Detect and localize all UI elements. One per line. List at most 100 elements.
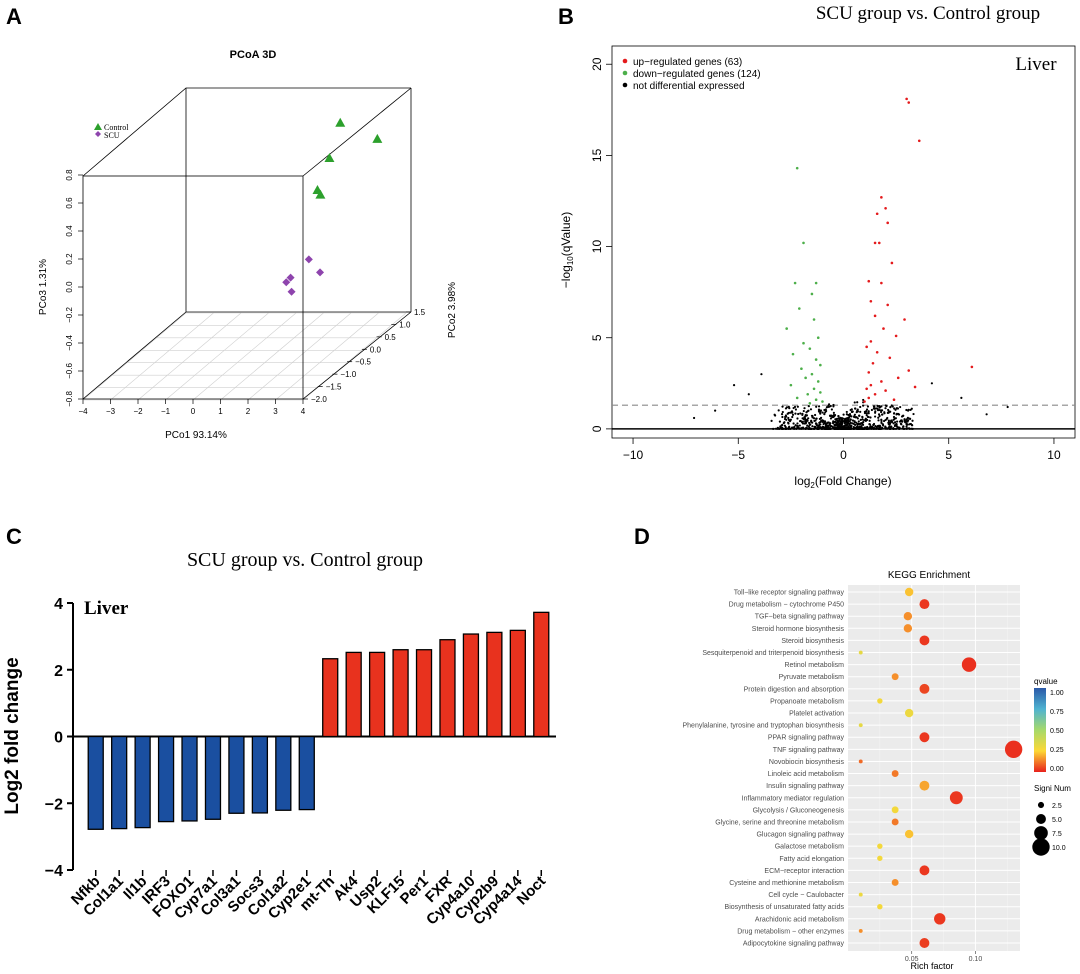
volcano-point-down [789,383,793,387]
kegg-pathway-label: Linoleic acid metabolism [768,771,844,778]
kegg-bubble [949,791,963,805]
volcano-point-nd [898,420,902,423]
volcano-point-nd [1006,405,1009,409]
volcano-point-nd [820,419,823,422]
kegg-bubble [904,587,914,597]
bar-FXR [439,639,456,738]
pcoa-point-scu [316,268,325,277]
kegg-pathway-label: Sesquiterpenoid and triterpenoid biosynt… [702,650,844,657]
volcano-point-nd [772,427,775,430]
pcoa-floor-line [247,312,352,401]
pcoa-z-tick-label: 0.0 [65,281,74,293]
kegg-pathway-label: TNF signaling pathway [773,747,845,754]
kegg-bubble [858,928,863,933]
volcano-point-nd [872,423,875,427]
bar-y-tick-label: 4 [54,596,63,613]
kegg-x-label: Rich factor [910,961,953,971]
volcano-point-up [869,299,873,303]
volcano-point-nd [822,425,825,429]
kegg-bubble [904,829,914,839]
volcano-point-nd [880,409,884,412]
volcano-point-nd [890,404,893,407]
volcano-point-nd [829,417,833,420]
volcano-point-nd [862,427,865,430]
volcano-point-nd [823,413,826,416]
volcano-point-nd [811,415,814,418]
volcano-point-nd [889,406,892,409]
volcano-point-nd [692,416,696,420]
bar-Usp2 [368,651,386,738]
volcano-point-nd [794,424,797,427]
volcano-point-nd [777,409,780,412]
volcano-point-nd [822,422,825,426]
kegg-plot-background [848,585,1020,951]
volcano-point-nd [868,419,871,422]
volcano-point-nd [862,398,865,402]
volcano-point-down [812,318,816,321]
volcano-point-nd [851,419,855,422]
volcano-point-nd [878,408,881,412]
kegg-pathway-label: Propanoate metabolism [770,698,844,705]
kegg-size-legend: 2.5 5.0 7.5 10.0 [1032,801,1066,856]
volcano-point-nd [802,409,805,413]
kegg-title: KEGG Enrichment [888,570,970,581]
volcano-point-nd [812,417,816,420]
kegg-color-tick-label: 0.75 [1050,709,1064,716]
pcoa-floor-line [82,312,187,401]
volcano-point-up [869,383,873,387]
kegg-bubble [858,892,863,897]
volcano-point-nd [844,420,847,423]
volcano-point-nd [796,422,799,425]
volcano-point-nd [840,427,843,430]
volcano-frame [611,45,1076,439]
volcano-point-nd [837,414,840,418]
kegg-bubble [891,770,899,778]
volcano-point-up [890,261,894,265]
volcano-point-nd [850,424,853,427]
volcano-point-nd [814,422,818,425]
panel-label-c: C [6,524,22,549]
bar-Col1a1 [111,735,128,830]
volcano-point-nd [874,410,877,413]
kegg-bubble [934,913,946,925]
volcano-point-nd [894,423,897,426]
volcano-point-nd [893,412,896,415]
kegg-bubble [919,635,930,646]
volcano-point-nd [868,423,872,426]
pcoa-floor-line [110,312,214,401]
volcano-point-nd [809,423,812,426]
volcano-point-nd [804,422,807,425]
volcano-point-up [867,396,871,400]
volcano-point-nd [818,417,821,421]
volcano-point-nd [832,405,835,408]
volcano-point-nd [877,419,880,422]
volcano-point-nd [903,427,906,430]
volcano-point-nd [897,412,900,416]
volcano-point-nd [853,420,856,424]
panel-label-a: A [6,4,22,29]
kegg-color-tick-label: 1.00 [1050,690,1064,697]
kegg-chart: KEGG Enrichment Toll−like receptor signa… [683,570,1072,971]
pcoa-y-tick-label: 0.5 [385,333,397,342]
volcano-point-nd [893,407,896,410]
volcano-point-nd [905,423,908,426]
kegg-bubble [891,673,899,681]
pcoa-z-tick-label: −0.4 [65,335,74,351]
volcano-point-nd [773,413,776,416]
volcano-point-nd [845,410,848,414]
volcano-point-nd [888,425,891,428]
volcano-point-nd [847,421,850,425]
pcoa-box [82,87,412,400]
pcoa-point-control [315,189,326,199]
kegg-size-marker [1037,801,1045,809]
pcoa-y-tick-label: −2.0 [311,395,327,404]
volcano-point-nd [789,427,792,430]
volcano-point-nd [792,422,795,425]
volcano-point-down [814,281,818,285]
volcano-legend: up−regulated genes (63) down−regulated g… [622,57,761,92]
volcano-point-nd [877,416,880,419]
legend-down-marker [622,70,628,76]
volcano-point-up [913,385,917,389]
volcano-point-nd [854,407,857,410]
volcano-point-nd [780,413,784,416]
